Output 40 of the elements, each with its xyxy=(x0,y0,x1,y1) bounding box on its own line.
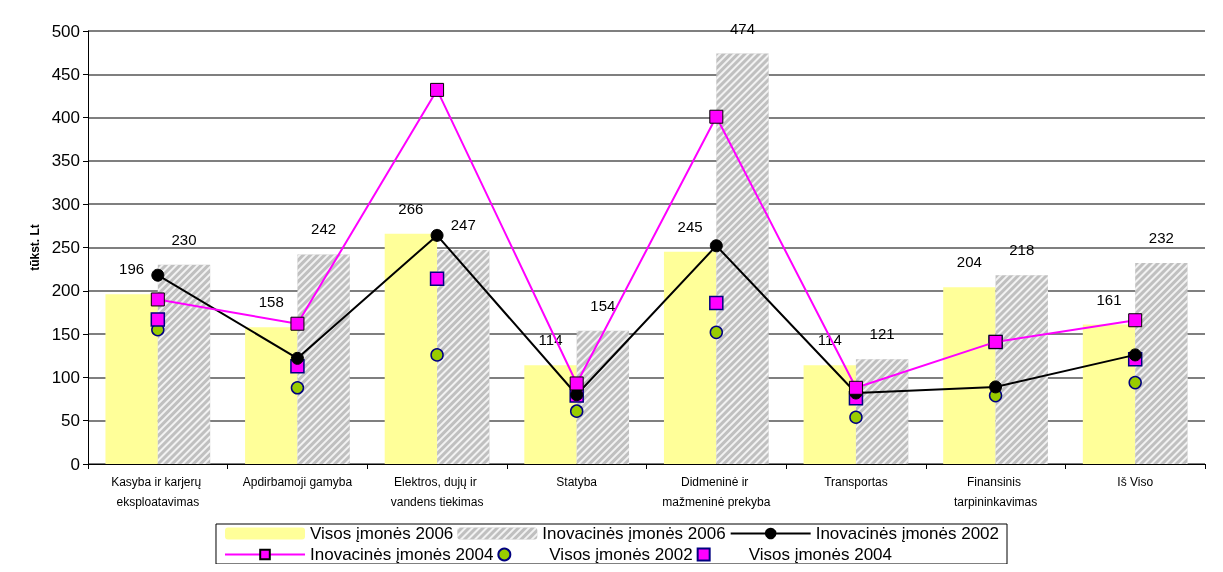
x-tick-label: Iš Viso xyxy=(1117,475,1154,489)
x-tick-label: Elektros, dujų ir vandens tiekimas xyxy=(390,475,484,509)
x-tick-label: Didmeninė ir mažmeninė prekyba xyxy=(662,475,771,509)
y-tick-label: 100 xyxy=(51,367,80,387)
data-label: 218 xyxy=(1009,241,1035,259)
data-label: 161 xyxy=(1096,290,1122,308)
y-tick-label: 0 xyxy=(70,454,80,474)
y-tick-label: 350 xyxy=(51,151,80,171)
legend-label: Inovacinės įmonės 2004 xyxy=(310,545,494,564)
x-tick-label: Transportas xyxy=(824,475,888,489)
y-tick-label: 250 xyxy=(51,238,80,257)
legend-label: Visos įmonės 2004 xyxy=(748,545,893,564)
y-tick-label: 150 xyxy=(51,324,80,344)
y-tick-label: 300 xyxy=(51,194,80,214)
x-tick-label: Kasyba ir karjerų eksploatavimas xyxy=(111,475,205,509)
legend-label: Inovacinės įmonės 2002 xyxy=(815,524,1000,543)
y-tick-label: 200 xyxy=(51,281,80,301)
data-label: 196 xyxy=(119,260,145,278)
data-label: 154 xyxy=(590,296,616,314)
legend-label: Visos įmonės 2002 xyxy=(549,545,693,564)
x-tick-label: Finansinis tarpininkavimas xyxy=(953,475,1038,509)
y-tick-label: 50 xyxy=(61,411,80,431)
data-label: 230 xyxy=(171,230,197,248)
y-axis-title: tūkst. Lt xyxy=(27,224,42,271)
data-label: 247 xyxy=(450,216,476,234)
data-label: 266 xyxy=(398,199,424,217)
y-tick-label: 400 xyxy=(51,108,80,128)
data-label: 474 xyxy=(729,19,756,37)
data-label: 158 xyxy=(258,293,284,311)
y-tick-label: 500 xyxy=(51,21,80,41)
data-label: 204 xyxy=(956,253,982,271)
y-tick-label: 450 xyxy=(51,64,80,84)
data-label: 245 xyxy=(677,217,703,235)
x-tick-label: Statyba xyxy=(556,475,598,489)
legend-label: Inovacinės įmonės 2006 xyxy=(542,524,726,543)
data-label: 242 xyxy=(311,220,337,238)
x-tick-label: Apdirbamoji gamyba xyxy=(242,475,353,489)
data-label: 121 xyxy=(869,325,895,343)
data-label: 232 xyxy=(1148,229,1174,247)
legend-label: Visos įmonės 2006 xyxy=(310,524,454,543)
